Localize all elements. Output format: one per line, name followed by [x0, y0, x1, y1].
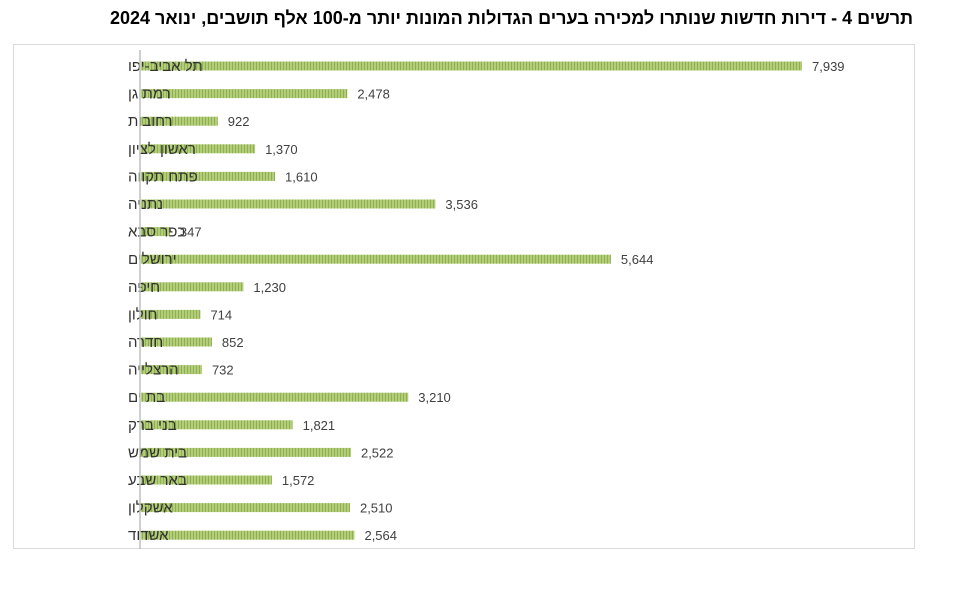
value-label: 347 [180, 225, 202, 240]
bar-1 [141, 61, 802, 71]
bar-8 [141, 254, 611, 264]
value-label: 732 [212, 363, 234, 378]
value-label: 2,510 [360, 501, 393, 516]
chart-frame [13, 44, 915, 549]
value-label: 1,370 [265, 142, 298, 157]
value-label: 5,644 [621, 252, 654, 267]
bar-4 [141, 144, 256, 154]
value-label: 2,522 [361, 445, 394, 460]
value-label: 1,821 [303, 418, 336, 433]
bar-15 [141, 447, 351, 457]
category-label: בת ים [128, 389, 165, 406]
value-label: 852 [222, 335, 244, 350]
category-label: ראשון לציון [128, 141, 196, 158]
category-label: חיפה [128, 279, 160, 296]
value-label: 7,939 [812, 59, 845, 74]
value-label: 1,610 [285, 169, 318, 184]
value-label: 922 [228, 114, 250, 129]
bar-14 [141, 420, 293, 430]
bar-17 [141, 503, 350, 513]
category-label: חולון [128, 306, 158, 323]
category-label: כפר סבא [128, 224, 185, 241]
bars-layer: תל אביב-יפו 7,939 רמת גן 2,478 רחובות 922 ראשו… [128, 58, 845, 544]
value-label: 2,564 [364, 528, 397, 543]
bar-2 [141, 89, 348, 99]
category-label: חדרה [128, 334, 163, 351]
category-label: בית שמש [128, 444, 187, 461]
category-label: רחובות [128, 113, 173, 130]
bar-5 [141, 171, 276, 181]
category-label: אשדוד [128, 527, 169, 544]
bar-18 [141, 530, 355, 540]
value-label: 1,230 [253, 280, 286, 295]
category-label: תל אביב-יפו [128, 58, 203, 75]
bar-13 [141, 392, 409, 402]
category-label: בני ברק [128, 417, 177, 434]
category-label: רמת גן [128, 86, 171, 103]
category-label: נתניה [128, 196, 163, 213]
bar-6 [141, 199, 436, 209]
category-label: אשקלון [128, 500, 173, 517]
category-label: ירושלים [128, 251, 176, 268]
bar-16 [141, 475, 272, 485]
bar-11 [141, 337, 212, 347]
category-label: הרצלייה [128, 362, 179, 379]
value-label: 3,210 [418, 390, 451, 405]
bar-3 [141, 116, 218, 126]
chart-title: תרשים 4 - דירות חדשות שנותרו למכירה בערי… [109, 8, 913, 28]
value-label: 3,536 [445, 197, 478, 212]
bar-chart: תל אביב-יפו 7,939 רמת גן 2,478 רחובות 922 ראשו… [128, 50, 845, 549]
bar-7 [141, 227, 170, 237]
value-label: 1,572 [282, 473, 315, 488]
category-label: פתח תקווה [128, 168, 198, 185]
bar-9 [141, 282, 244, 292]
bar-12 [141, 365, 202, 375]
bar-10 [141, 309, 201, 319]
value-label: 714 [210, 307, 232, 322]
category-label: באר שבע [128, 472, 187, 489]
value-label: 2,478 [357, 87, 390, 102]
